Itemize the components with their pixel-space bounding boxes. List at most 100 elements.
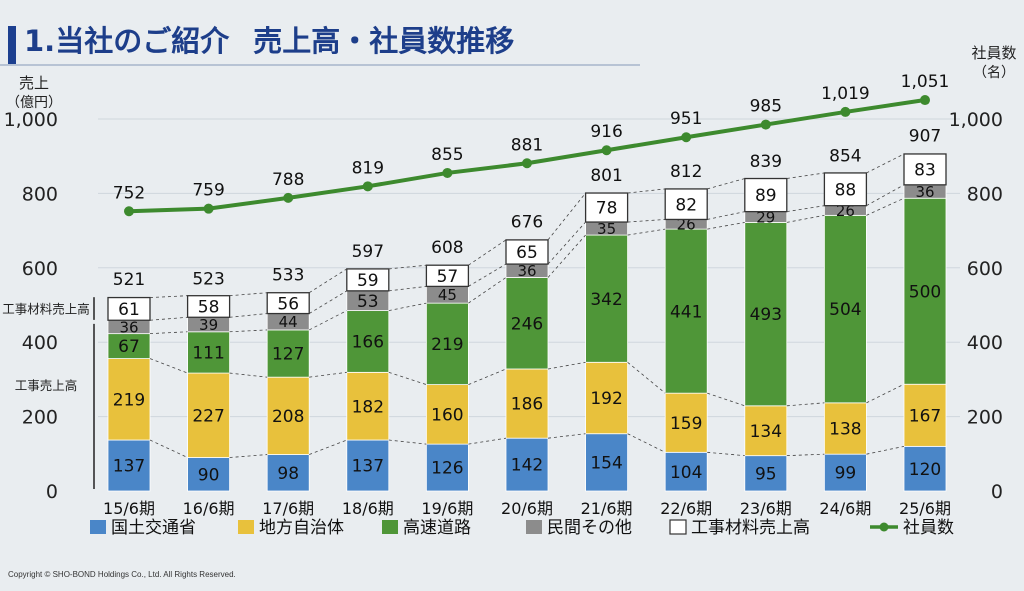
bar-value-label: 65 (516, 243, 538, 263)
category-label: 24/6期 (819, 499, 871, 518)
bar-segment-5 (744, 177, 788, 213)
segment-connector (547, 221, 586, 265)
segment-connector (468, 368, 507, 385)
employee-label: 855 (431, 145, 463, 165)
section-title: 1.当社のご紹介 (24, 24, 230, 58)
category-label: 20/6期 (501, 499, 553, 518)
bar-value-label: 36 (915, 183, 934, 201)
bar-value-label: 58 (198, 298, 220, 318)
bar-value-label: 166 (352, 333, 384, 353)
bar-segment-1 (505, 437, 549, 492)
bar-value-label: 89 (755, 186, 777, 206)
bar-value-label: 208 (272, 407, 304, 427)
bar-segment-3 (266, 329, 310, 378)
segment-connector (786, 453, 825, 457)
bar-segment-3 (346, 310, 390, 373)
left-axis-unit: （億円） (6, 95, 62, 111)
legend-swatch-2 (238, 520, 254, 534)
employee-point (522, 158, 532, 169)
right-axis-tick: 200 (967, 407, 1003, 429)
segment-connector (149, 439, 188, 458)
segment-connector (149, 331, 188, 335)
segment-connector (627, 188, 666, 194)
bar-segment-3 (505, 277, 549, 370)
category-label: 21/6期 (581, 499, 633, 518)
segment-connector (707, 178, 745, 190)
employee-point (362, 181, 373, 192)
left-axis-tick: 800 (22, 183, 58, 205)
left-axis-tick: 600 (22, 258, 58, 280)
bar-value-label: 36 (517, 262, 536, 280)
legend-label: 地方自治体 (259, 518, 344, 538)
total-label: 523 (192, 269, 224, 289)
page-title: 1.当社のご紹介 売上高・社員数推移 (24, 18, 514, 60)
segment-connector (468, 437, 507, 445)
segment-connector (866, 197, 905, 216)
employee-line (128, 98, 926, 214)
segment-connector (468, 277, 507, 304)
segment-connector (388, 286, 427, 292)
bar-segment-2 (505, 368, 549, 439)
right-axis-tick: 1,000 (949, 109, 1003, 131)
segment-connector (388, 439, 427, 445)
segment-connector (388, 302, 427, 311)
total-label: 907 (909, 127, 941, 147)
right-axis-tick: 800 (967, 183, 1003, 205)
segment-connector (309, 310, 347, 331)
copyright: Copyright © SHO-BOND Holdings Co., Ltd. … (8, 570, 236, 579)
bar-value-label: 192 (590, 389, 622, 409)
segment-connector (866, 184, 905, 207)
bar-value-label: 26 (836, 202, 855, 220)
left-axis-tick: 200 (22, 407, 58, 429)
legend-marker-employees (879, 522, 889, 532)
segment-connector (149, 316, 188, 321)
bar-value-label: 56 (277, 294, 299, 314)
employee-point (124, 206, 134, 217)
category-label: 22/6期 (660, 499, 712, 518)
employee-point (601, 145, 612, 156)
employee-label: 881 (511, 135, 543, 155)
left-axis-tick: 400 (22, 332, 58, 354)
bar-value-label: 57 (437, 267, 459, 287)
employee-point (442, 167, 453, 178)
left-axis-tick: 0 (46, 481, 58, 503)
total-label: 812 (670, 162, 702, 182)
right-axis-title: 社員数 (971, 44, 1016, 62)
segment-connector (388, 371, 427, 385)
bar-segment-3 (425, 302, 469, 386)
bar-segment-3 (664, 228, 708, 394)
bar-value-label: 39 (199, 316, 218, 334)
segment-connector (468, 239, 507, 266)
bar-value-label: 167 (909, 406, 941, 426)
bar-value-label: 82 (675, 195, 697, 215)
bar-value-label: 95 (755, 464, 777, 484)
left-axis-tick: 1,000 (4, 109, 58, 131)
employee-point (283, 192, 294, 203)
bar-segment-5 (107, 296, 151, 321)
category-label: 19/6期 (421, 499, 473, 518)
bar-segment-3 (187, 331, 231, 374)
bar-segment-2 (425, 384, 469, 445)
segment-connector (627, 228, 666, 236)
bar-segment-2 (744, 405, 788, 457)
bar-segment-2 (346, 371, 390, 441)
total-label: 676 (511, 213, 543, 233)
bar-value-label: 160 (431, 405, 463, 425)
bar-value-label: 138 (829, 420, 861, 440)
employee-label: 752 (113, 183, 145, 203)
side-label-materials: 工事材料売上高 (2, 302, 90, 317)
employee-label: 819 (352, 158, 384, 178)
segment-connector (229, 454, 268, 458)
employee-label: 951 (670, 109, 702, 129)
bar-value-label: 53 (357, 292, 379, 312)
right-axis-tick: 0 (991, 481, 1003, 503)
total-label: 854 (829, 146, 861, 166)
employee-label: 788 (272, 170, 304, 190)
right-axis-tick: 400 (967, 332, 1003, 354)
employee-point (840, 106, 851, 117)
segment-connector (229, 313, 268, 318)
bar-segment-3 (824, 214, 867, 404)
legend-label: 高速道路 (403, 518, 471, 538)
bar-value-label: 98 (277, 464, 299, 484)
